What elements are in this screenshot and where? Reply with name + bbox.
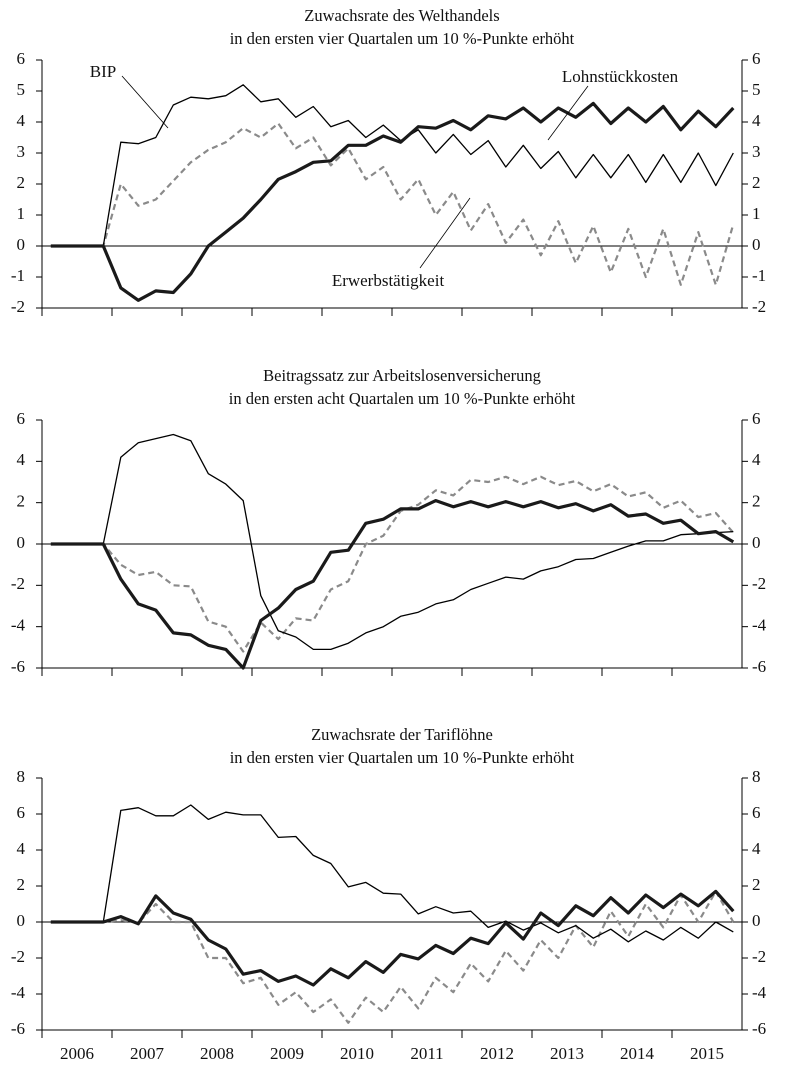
chart-subtitle: in den ersten acht Quartalen um 10 %-Pun… <box>229 389 576 408</box>
y-tick-label: -6 <box>11 657 25 676</box>
y-tick-label: 2 <box>17 492 26 511</box>
y2-tick-label: 2 <box>752 173 761 192</box>
y2-tick-label: -4 <box>752 983 767 1002</box>
chart-title: Zuwachsrate des Welthandels <box>304 6 499 25</box>
series-line <box>50 804 734 943</box>
x-tick-label: 2009 <box>270 1044 304 1063</box>
y-tick-label: -2 <box>11 574 25 593</box>
y2-tick-label: 6 <box>752 409 761 428</box>
series-line <box>50 122 735 286</box>
y-tick-label: 0 <box>17 533 26 552</box>
y2-tick-label: 0 <box>752 911 761 930</box>
y2-tick-label: -2 <box>752 297 766 316</box>
y2-tick-label: 4 <box>752 450 761 469</box>
series-line <box>50 475 735 653</box>
y-tick-label: 2 <box>17 173 26 192</box>
x-tick-label: 2012 <box>480 1044 514 1063</box>
series-label: BIP <box>90 62 116 81</box>
x-tick-label: 2010 <box>340 1044 374 1063</box>
y-tick-label: -6 <box>11 1019 25 1038</box>
series-line <box>50 101 735 302</box>
series-line <box>50 433 734 651</box>
y2-tick-label: 4 <box>752 839 761 858</box>
y2-tick-label: -2 <box>752 947 766 966</box>
y2-tick-label: -6 <box>752 657 766 676</box>
y-tick-label: 8 <box>17 767 26 786</box>
y-tick-label: 6 <box>17 49 26 68</box>
y-tick-label: -2 <box>11 947 25 966</box>
chart-subtitle: in den ersten vier Quartalen um 10 %-Pun… <box>230 748 575 767</box>
leader-line <box>547 85 589 141</box>
y-tick-label: 3 <box>17 142 26 161</box>
y2-tick-label: 5 <box>752 80 761 99</box>
series-line <box>50 890 735 1024</box>
leader-line <box>121 75 169 129</box>
x-tick-label: 2008 <box>200 1044 234 1063</box>
y-tick-label: -4 <box>11 616 26 635</box>
y-tick-label: 4 <box>17 839 26 858</box>
x-tick-label: 2006 <box>60 1044 94 1063</box>
y2-tick-label: -1 <box>752 266 766 285</box>
x-tick-label: 2011 <box>410 1044 443 1063</box>
y2-tick-label: 1 <box>752 204 761 223</box>
y2-tick-label: 8 <box>752 767 761 786</box>
y2-tick-label: 2 <box>752 492 761 511</box>
y2-tick-label: -4 <box>752 616 767 635</box>
y-tick-label: 2 <box>17 875 26 894</box>
y-tick-label: 4 <box>17 111 26 130</box>
y2-tick-label: 3 <box>752 142 761 161</box>
y-tick-label: 6 <box>17 409 26 428</box>
series-line <box>50 889 735 987</box>
y-tick-label: 1 <box>17 204 26 223</box>
chart-title: Zuwachsrate der Tariflöhne <box>311 725 493 744</box>
y2-tick-label: 2 <box>752 875 761 894</box>
y2-tick-label: 6 <box>752 49 761 68</box>
y-tick-label: 6 <box>17 803 26 822</box>
series-line <box>50 84 734 247</box>
y2-tick-label: 0 <box>752 533 761 552</box>
y-tick-label: 0 <box>17 911 26 930</box>
leader-line <box>419 197 471 269</box>
y-tick-label: -1 <box>11 266 25 285</box>
chart-title: Beitragssatz zur Arbeitslosenversicherun… <box>263 366 541 385</box>
y-tick-label: 4 <box>17 450 26 469</box>
x-tick-label: 2015 <box>690 1044 724 1063</box>
y2-tick-label: -2 <box>752 574 766 593</box>
series-label: Erwerbstätigkeit <box>332 271 445 290</box>
y2-tick-label: 4 <box>752 111 761 130</box>
x-tick-label: 2013 <box>550 1044 584 1063</box>
y-tick-label: 0 <box>17 235 26 254</box>
series-label: Lohnstückkosten <box>562 67 679 86</box>
x-tick-label: 2014 <box>620 1044 655 1063</box>
y2-tick-label: 0 <box>752 235 761 254</box>
x-tick-label: 2007 <box>130 1044 165 1063</box>
y-tick-label: 5 <box>17 80 26 99</box>
y-tick-label: -2 <box>11 297 25 316</box>
y-tick-label: -4 <box>11 983 26 1002</box>
series-line <box>50 499 735 670</box>
y2-tick-label: 6 <box>752 803 761 822</box>
chart-subtitle: in den ersten vier Quartalen um 10 %-Pun… <box>230 29 575 48</box>
y2-tick-label: -6 <box>752 1019 766 1038</box>
